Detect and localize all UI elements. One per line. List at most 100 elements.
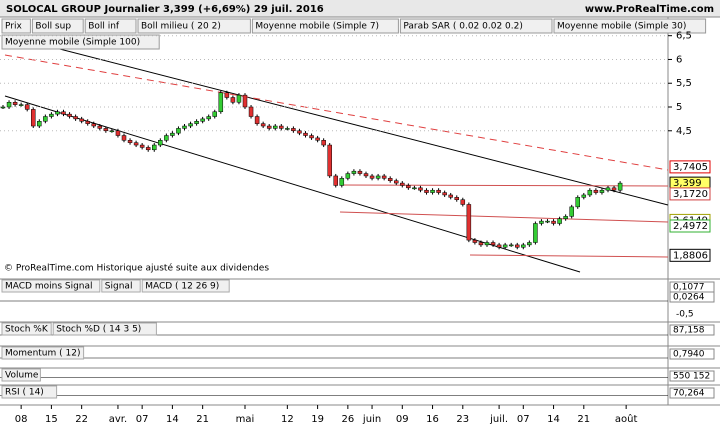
candle xyxy=(333,175,338,186)
candle xyxy=(484,242,490,246)
x-tick-label: juin xyxy=(362,414,381,425)
legend-box xyxy=(399,18,553,34)
candle xyxy=(55,111,60,115)
price-tag-label: 3,1720 xyxy=(673,189,708,200)
candle xyxy=(31,109,36,127)
panel-legend-label: Stoch %K xyxy=(5,325,49,335)
candle xyxy=(478,242,484,246)
price-tag xyxy=(669,248,711,262)
x-tick-label: 16 xyxy=(426,414,439,425)
candle xyxy=(327,144,332,177)
y-tick-label: 4,5 xyxy=(676,126,692,137)
panel-legend-box xyxy=(101,279,141,293)
x-tick-label: 22 xyxy=(75,414,88,425)
candle xyxy=(490,242,496,246)
price-tag-label: 2,4972 xyxy=(673,221,708,232)
panel-legend-label: RSI ( 14) xyxy=(5,388,44,398)
candle xyxy=(12,102,18,105)
x-tick-label: 21 xyxy=(196,414,209,425)
y-tick-label: 5 xyxy=(676,102,682,113)
candle xyxy=(127,140,133,143)
candle xyxy=(508,244,514,247)
chart-title: SOLOCAL GROUP Journalier 3,399 (+6,69%) … xyxy=(6,4,324,15)
candle xyxy=(539,220,544,224)
candle xyxy=(176,128,181,134)
y-tick-label: 6,5 xyxy=(676,31,692,42)
panel-legend-box xyxy=(1,385,58,399)
candle xyxy=(254,116,260,124)
panel-tag xyxy=(669,370,715,382)
legend-box xyxy=(137,18,251,34)
horizontal-line xyxy=(339,184,669,187)
legend-label: Boll inf xyxy=(88,22,120,32)
candle xyxy=(442,192,447,196)
panel-legend-box xyxy=(141,279,230,293)
panel-tag xyxy=(669,348,715,360)
candle xyxy=(67,113,72,117)
x-tick-label: 07 xyxy=(136,414,149,425)
candle xyxy=(321,140,326,146)
y-tick-label: 5,5 xyxy=(676,78,692,89)
legend-box xyxy=(251,18,399,34)
candle xyxy=(472,239,478,243)
panel-tag-label: 0,1077 xyxy=(673,283,705,293)
legend-box xyxy=(553,18,707,34)
candle xyxy=(387,178,393,181)
candle xyxy=(357,170,363,174)
x-tick-label: 23 xyxy=(456,414,469,425)
panel-tag-label: 70,264 xyxy=(673,389,705,399)
candle xyxy=(212,111,217,117)
panel-tag-label: 0,0264 xyxy=(673,293,705,303)
candle xyxy=(394,180,399,184)
candle xyxy=(551,220,556,224)
legend-label: Boll milieu ( 20 2) xyxy=(141,22,221,32)
candle xyxy=(97,125,103,129)
candle xyxy=(273,125,278,129)
candle xyxy=(575,197,580,208)
candle xyxy=(43,116,48,122)
candle xyxy=(345,173,351,179)
header-bar xyxy=(0,0,720,17)
x-tick-label: 12 xyxy=(281,414,294,425)
candle xyxy=(533,223,538,243)
panel-legend-box xyxy=(1,346,85,360)
candle xyxy=(79,118,84,122)
price-tag xyxy=(669,160,711,174)
x-tick-label: 09 xyxy=(396,414,409,425)
panel-tick-label: -0,5 xyxy=(676,310,694,320)
panel-legend-label: Signal xyxy=(105,282,133,292)
x-tick-label: 08 xyxy=(15,414,28,425)
candle xyxy=(569,206,574,217)
panel-tag-label: 550 152 xyxy=(673,372,710,382)
legend-label: Parab SAR ( 0.02 0.02 0.2) xyxy=(403,22,522,32)
x-tick-label: 15 xyxy=(45,414,58,425)
candle xyxy=(315,137,320,141)
price-tag xyxy=(669,219,711,233)
candle xyxy=(164,135,169,141)
x-tick-label: 26 xyxy=(341,414,354,425)
candle xyxy=(521,244,526,248)
candle xyxy=(0,106,6,109)
candle xyxy=(242,94,248,108)
x-tick-label: 21 xyxy=(577,414,590,425)
candle xyxy=(527,242,532,246)
candle xyxy=(103,128,109,132)
candle xyxy=(73,116,78,120)
candle xyxy=(369,175,375,179)
candle xyxy=(454,197,459,200)
x-tick-label: 19 xyxy=(311,414,324,425)
candle xyxy=(224,92,230,98)
legend-box xyxy=(1,34,160,50)
x-tick-label: août xyxy=(615,413,638,425)
candle xyxy=(170,132,175,136)
y-tick-label: 6 xyxy=(676,54,682,65)
trend-line xyxy=(4,34,669,206)
candle xyxy=(18,104,24,106)
candle xyxy=(563,216,568,219)
panel-legend-label: MACD moins Signal xyxy=(5,282,93,292)
candle xyxy=(194,121,199,124)
panel-legend-box xyxy=(1,322,52,336)
candle xyxy=(291,128,296,132)
